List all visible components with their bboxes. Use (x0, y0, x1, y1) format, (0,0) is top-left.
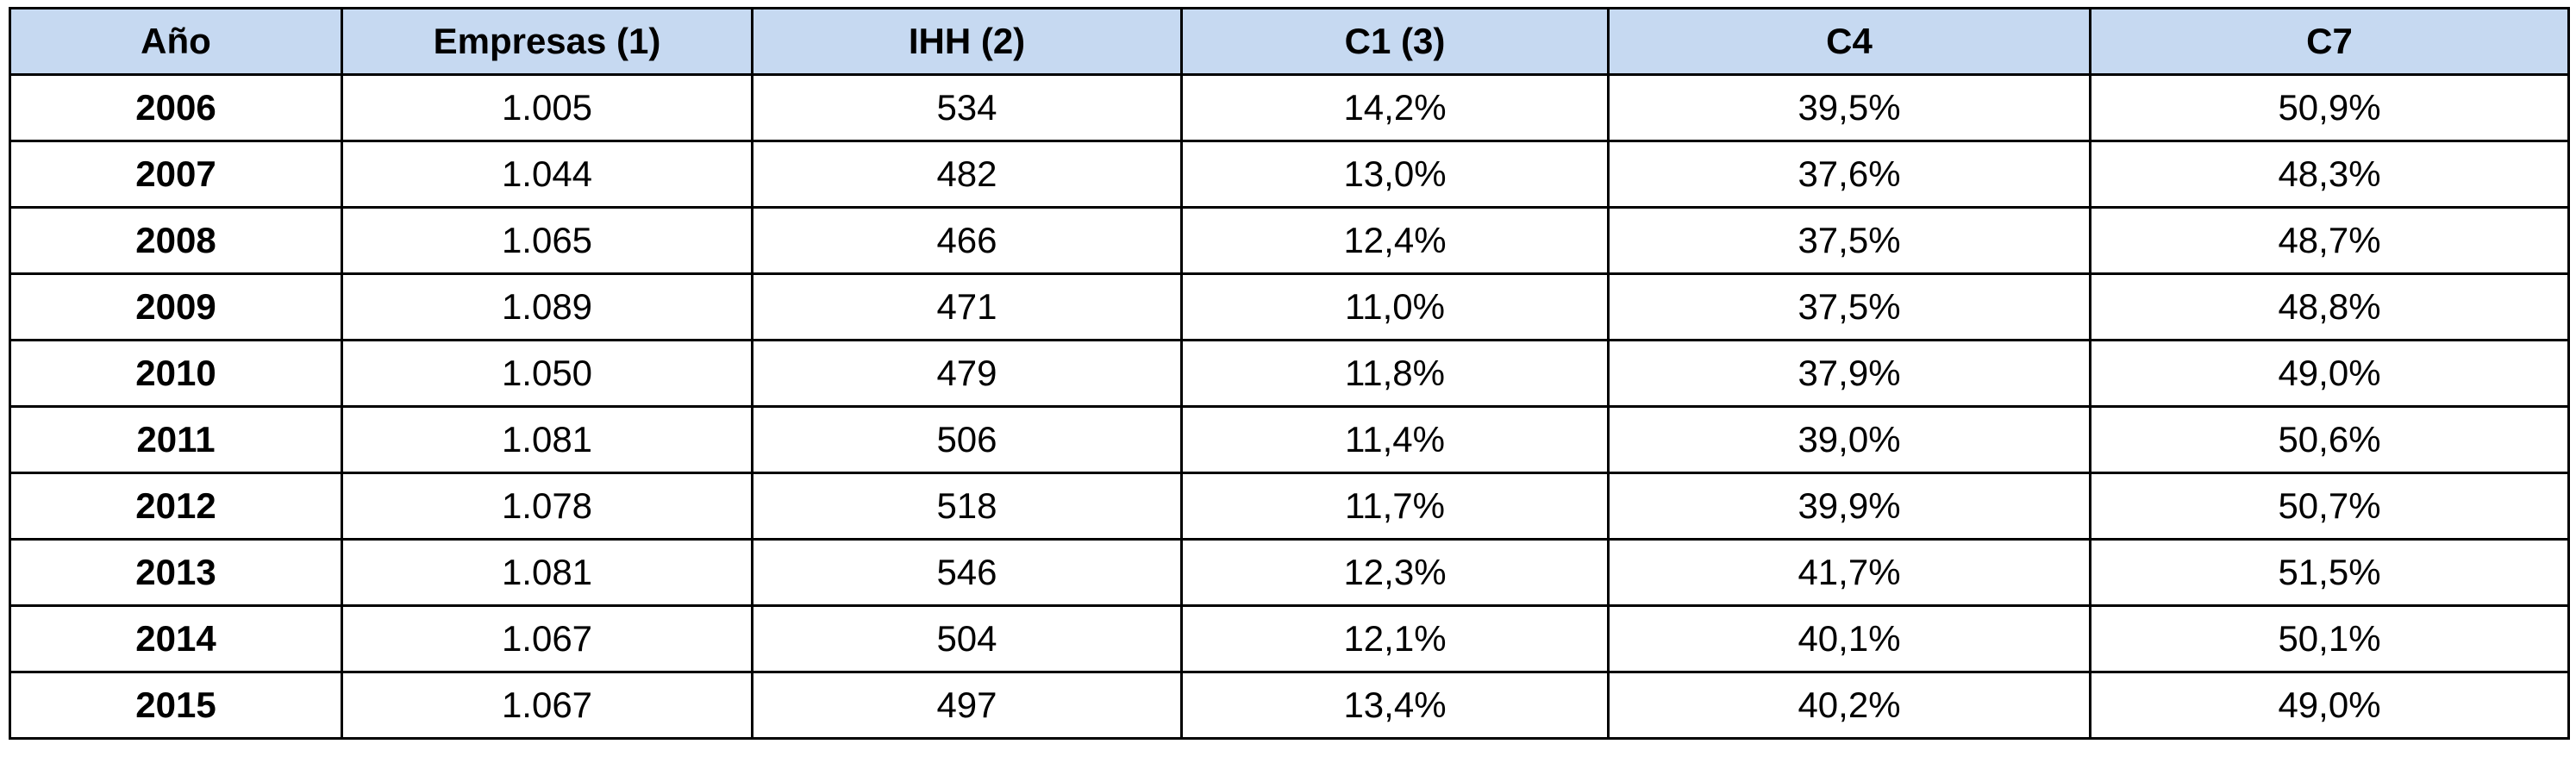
data-cell: 11,0% (1180, 272, 1610, 341)
year-cell: 2012 (9, 472, 343, 541)
table-row: 2006 1.005 534 14,2% 39,5% 50,9% (9, 73, 2570, 142)
data-table: Año Empresas (1) IHH (2) C1 (3) C4 C7 2006 1.0… (9, 7, 2570, 740)
data-cell: 1.005 (341, 73, 753, 142)
data-cell: 11,7% (1180, 472, 1610, 541)
data-cell: 39,0% (1607, 405, 2091, 474)
header-cell: IHH (2) (751, 7, 1183, 76)
data-cell: 50,6% (2089, 405, 2570, 474)
data-cell: 546 (751, 538, 1183, 607)
table-body: 2006 1.005 534 14,2% 39,5% 50,9% 2007 1.044 482 1… (9, 73, 2570, 740)
year-cell: 2013 (9, 538, 343, 607)
header-cell: C7 (2089, 7, 2570, 76)
data-cell: 534 (751, 73, 1183, 142)
table-row: 2015 1.067 497 13,4% 40,2% 49,0% (9, 671, 2570, 740)
data-cell: 12,3% (1180, 538, 1610, 607)
data-cell: 39,9% (1607, 472, 2091, 541)
data-cell: 37,5% (1607, 272, 2091, 341)
data-cell: 50,1% (2089, 604, 2570, 673)
data-cell: 14,2% (1180, 73, 1610, 142)
table-row: 2011 1.081 506 11,4% 39,0% 50,6% (9, 405, 2570, 474)
data-cell: 506 (751, 405, 1183, 474)
data-cell: 1.081 (341, 405, 753, 474)
data-cell: 1.081 (341, 538, 753, 607)
data-cell: 13,4% (1180, 671, 1610, 740)
data-cell: 482 (751, 140, 1183, 209)
year-cell: 2008 (9, 206, 343, 275)
data-cell: 518 (751, 472, 1183, 541)
data-cell: 504 (751, 604, 1183, 673)
data-cell: 41,7% (1607, 538, 2091, 607)
data-cell: 39,5% (1607, 73, 2091, 142)
data-cell: 12,4% (1180, 206, 1610, 275)
data-cell: 40,2% (1607, 671, 2091, 740)
data-cell: 50,7% (2089, 472, 2570, 541)
data-cell: 37,9% (1607, 339, 2091, 408)
data-cell: 51,5% (2089, 538, 2570, 607)
table-row: 2012 1.078 518 11,7% 39,9% 50,7% (9, 472, 2570, 541)
table-row: 2013 1.081 546 12,3% 41,7% 51,5% (9, 538, 2570, 607)
table-row: 2007 1.044 482 13,0% 37,6% 48,3% (9, 140, 2570, 209)
data-cell: 1.065 (341, 206, 753, 275)
year-cell: 2011 (9, 405, 343, 474)
data-cell: 11,8% (1180, 339, 1610, 408)
data-cell: 37,6% (1607, 140, 2091, 209)
table-row: 2010 1.050 479 11,8% 37,9% 49,0% (9, 339, 2570, 408)
data-cell: 1.089 (341, 272, 753, 341)
header-cell: C4 (1607, 7, 2091, 76)
data-cell: 466 (751, 206, 1183, 275)
data-cell: 479 (751, 339, 1183, 408)
year-cell: 2014 (9, 604, 343, 673)
data-cell: 48,3% (2089, 140, 2570, 209)
data-cell: 48,7% (2089, 206, 2570, 275)
data-cell: 13,0% (1180, 140, 1610, 209)
data-cell: 12,1% (1180, 604, 1610, 673)
header-cell: Año (9, 7, 343, 76)
year-cell: 2009 (9, 272, 343, 341)
data-cell: 11,4% (1180, 405, 1610, 474)
table-row: 2009 1.089 471 11,0% 37,5% 48,8% (9, 272, 2570, 341)
data-cell: 40,1% (1607, 604, 2091, 673)
data-cell: 50,9% (2089, 73, 2570, 142)
header-row: Año Empresas (1) IHH (2) C1 (3) C4 C7 (9, 7, 2570, 76)
data-cell: 1.050 (341, 339, 753, 408)
year-cell: 2006 (9, 73, 343, 142)
table-row: 2008 1.065 466 12,4% 37,5% 48,7% (9, 206, 2570, 275)
year-cell: 2010 (9, 339, 343, 408)
year-cell: 2015 (9, 671, 343, 740)
data-cell: 1.067 (341, 604, 753, 673)
data-cell: 49,0% (2089, 671, 2570, 740)
data-cell: 49,0% (2089, 339, 2570, 408)
data-cell: 37,5% (1607, 206, 2091, 275)
header-cell: Empresas (1) (341, 7, 753, 76)
year-cell: 2007 (9, 140, 343, 209)
data-cell: 1.044 (341, 140, 753, 209)
table-head: Año Empresas (1) IHH (2) C1 (3) C4 C7 (9, 7, 2570, 76)
data-cell: 471 (751, 272, 1183, 341)
data-cell: 497 (751, 671, 1183, 740)
header-cell: C1 (3) (1180, 7, 1610, 76)
table-row: 2014 1.067 504 12,1% 40,1% 50,1% (9, 604, 2570, 673)
data-cell: 48,8% (2089, 272, 2570, 341)
data-cell: 1.078 (341, 472, 753, 541)
data-cell: 1.067 (341, 671, 753, 740)
